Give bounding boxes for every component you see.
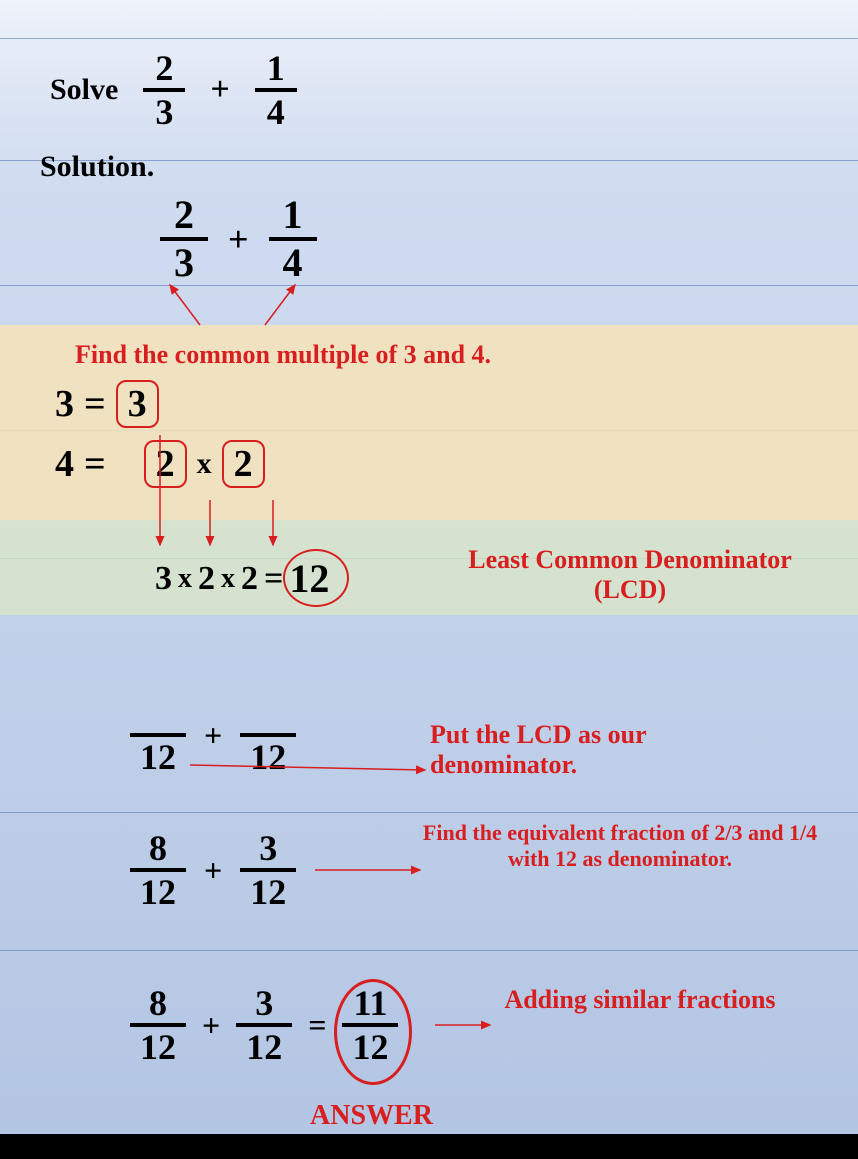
answer-fraction-circled: 11 12: [342, 985, 398, 1065]
factor-4-row: 4 = 2 x 2: [55, 440, 265, 488]
factor-box: 2: [222, 440, 265, 488]
fraction-1-4: 1 4: [269, 195, 317, 283]
plus-sign: +: [210, 71, 229, 109]
rule-line: [0, 950, 858, 951]
arrow-icon: [255, 280, 315, 330]
plus-sign: +: [204, 852, 222, 889]
equation-1: 2 3 + 1 4: [160, 195, 317, 283]
find-common-text: Find the common multiple of 3 and 4.: [75, 340, 491, 370]
fraction-blank-12: 12: [130, 695, 186, 775]
rule-line: [0, 285, 858, 286]
fraction-3-12: 3 12: [236, 985, 292, 1065]
step2-text: Put the LCD as our denominator.: [430, 720, 780, 780]
fraction-1-4: 1 4: [255, 50, 297, 130]
factor-box: 3: [116, 380, 159, 428]
fraction-blank-12: 12: [240, 695, 296, 775]
fraction-2-3: 2 3: [160, 195, 208, 283]
plus-sign: +: [228, 218, 249, 260]
arrow-icon: [150, 280, 210, 330]
solve-label: Solve: [50, 73, 118, 107]
solve-row: Solve 2 3 + 1 4: [50, 50, 297, 130]
answer-label: ANSWER: [310, 1100, 433, 1132]
factor-3-row: 3 = 3: [55, 380, 159, 428]
equals-sign: =: [308, 1007, 326, 1044]
solution-label: Solution.: [40, 150, 154, 184]
fraction-3-12: 3 12: [240, 830, 296, 910]
lcd-label: Least Common Denominator (LCD): [430, 545, 830, 605]
factor-box: 2: [144, 440, 187, 488]
fraction-2-3: 2 3: [143, 50, 185, 130]
arrow-icon: [310, 860, 430, 880]
fraction-8-12: 8 12: [130, 830, 186, 910]
rule-line: [0, 812, 858, 813]
rule-line: [0, 38, 858, 39]
step-lcd-denominators: 12 + 12: [130, 695, 296, 775]
lcd-result-circled: 12: [289, 555, 329, 602]
step4-text: Adding similar fractions: [490, 985, 790, 1015]
plus-sign: +: [204, 717, 222, 754]
lcd-equation: 3 x 2 x 2 = 12: [155, 555, 329, 602]
step-final-sum: 8 12 + 3 12 = 11 12: [130, 985, 398, 1065]
fraction-8-12: 8 12: [130, 985, 186, 1065]
step-equivalent-fractions: 8 12 + 3 12: [130, 830, 296, 910]
bottom-bar: [0, 1134, 858, 1159]
arrow-icon: [430, 1015, 500, 1035]
step3-text: Find the equivalent fraction of 2/3 and …: [420, 820, 820, 872]
plus-sign: +: [202, 1007, 220, 1044]
